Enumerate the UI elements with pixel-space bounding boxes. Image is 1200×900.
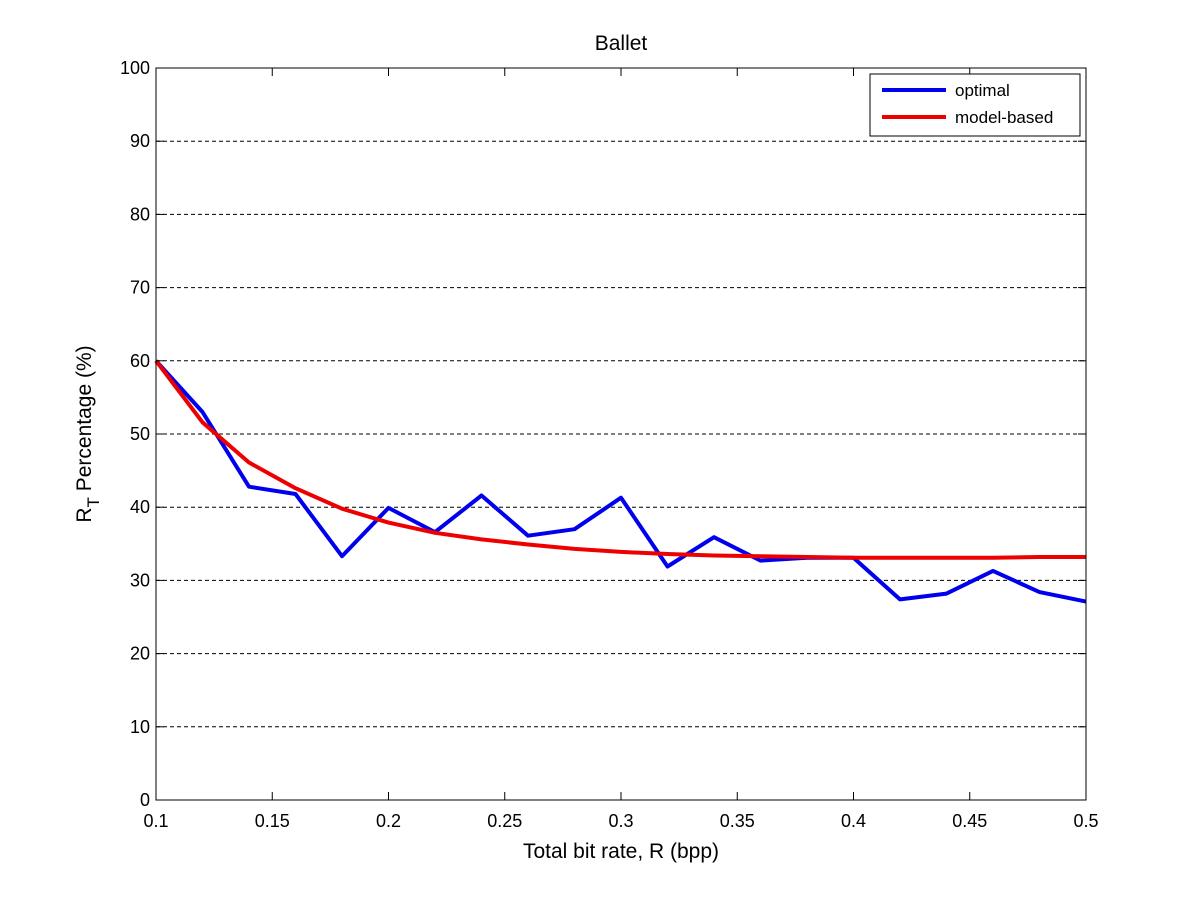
- chart-title: Ballet: [595, 32, 648, 55]
- y-axis-label-rest: Percentage (%): [73, 345, 96, 497]
- legend-label-model-based: model-based: [955, 108, 1053, 127]
- legend-box: [869, 73, 1081, 137]
- y-tick-label: 80: [130, 204, 150, 224]
- x-tick-label: 0.45: [952, 811, 987, 831]
- legend: optimal model-based: [869, 73, 1081, 137]
- y-tick-label: 70: [130, 278, 150, 298]
- x-tick-label: 0.5: [1073, 811, 1098, 831]
- legend-label-optimal: optimal: [955, 81, 1010, 100]
- y-tick-label: 50: [130, 424, 150, 444]
- series-line-model-based: [154, 359, 1086, 560]
- y-tick-label: 30: [130, 570, 150, 590]
- y-tick-label: 20: [130, 644, 150, 664]
- x-tick-label: 0.3: [608, 811, 633, 831]
- y-axis-label-main: R: [73, 507, 96, 522]
- axis-ticks: [155, 67, 1087, 801]
- x-tick-label: 0.2: [376, 811, 401, 831]
- y-tick-label: 60: [130, 351, 150, 371]
- y-tick-label: 0: [140, 790, 150, 810]
- x-tick-label: 0.1: [143, 811, 168, 831]
- x-tick-label: 0.4: [841, 811, 866, 831]
- y-axis-label-subscript: T: [84, 497, 103, 507]
- x-tick-label: 0.25: [487, 811, 522, 831]
- y-tick-label: 40: [130, 497, 150, 517]
- y-tick-label: 10: [130, 717, 150, 737]
- series-line-optimal: [154, 359, 1087, 604]
- grid-lines: [156, 140, 1086, 728]
- series-lines: [154, 359, 1087, 604]
- x-axis-label: Total bit rate, R (bpp): [523, 840, 719, 863]
- x-tick-labels: 0.1 0.15 0.2 0.25 0.3 0.35 0.4 0.45 0.5: [143, 811, 1098, 831]
- y-tick-label: 90: [130, 131, 150, 151]
- y-tick-label: 100: [120, 58, 150, 78]
- y-tick-labels: 0 10 20 30 40 50 60 70 80 90 100: [120, 58, 150, 810]
- x-tick-label: 0.15: [255, 811, 290, 831]
- x-tick-label: 0.35: [720, 811, 755, 831]
- y-axis-label: RT Percentage (%): [73, 345, 103, 522]
